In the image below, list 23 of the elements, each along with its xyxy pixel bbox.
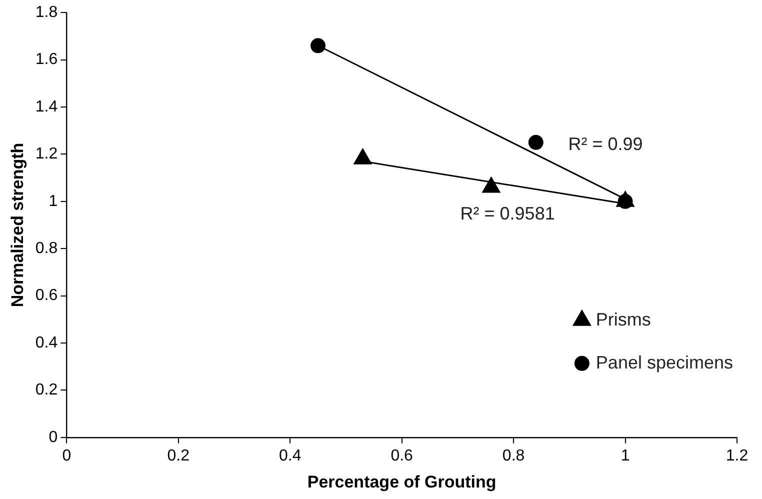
x-tick-label: 1.2 <box>726 447 748 464</box>
annotation: R² = 0.9581 <box>460 204 555 224</box>
y-tick-label: 0.6 <box>35 287 58 304</box>
x-tick-label: 0.8 <box>502 447 525 464</box>
x-tick-label: 0.2 <box>167 447 190 464</box>
y-tick-label: 1 <box>48 192 58 210</box>
y-tick-label: 1.2 <box>35 146 58 163</box>
y-tick-label: 0.4 <box>35 334 58 352</box>
legend-label: Prisms <box>596 309 651 330</box>
x-tick-label: 1 <box>620 447 630 464</box>
x-axis-title: Percentage of Grouting <box>307 472 496 492</box>
x-tick-label: 0.6 <box>390 447 414 464</box>
x-tick-label: 0 <box>62 447 72 464</box>
x-tick-label: 0.4 <box>278 447 302 464</box>
y-tick-label: 1.8 <box>35 4 58 22</box>
y-tick-label: 1.4 <box>35 98 58 116</box>
annotation: R² = 0.99 <box>568 134 643 154</box>
legend-label: Panel specimens <box>596 352 734 372</box>
y-tick-label: 0.2 <box>35 382 58 399</box>
y-axis-title: Normalized strength <box>8 142 27 308</box>
y-tick-label: 1.6 <box>35 51 58 68</box>
y-tick-label: 0 <box>48 428 58 446</box>
y-tick-label: 0.8 <box>35 240 58 258</box>
